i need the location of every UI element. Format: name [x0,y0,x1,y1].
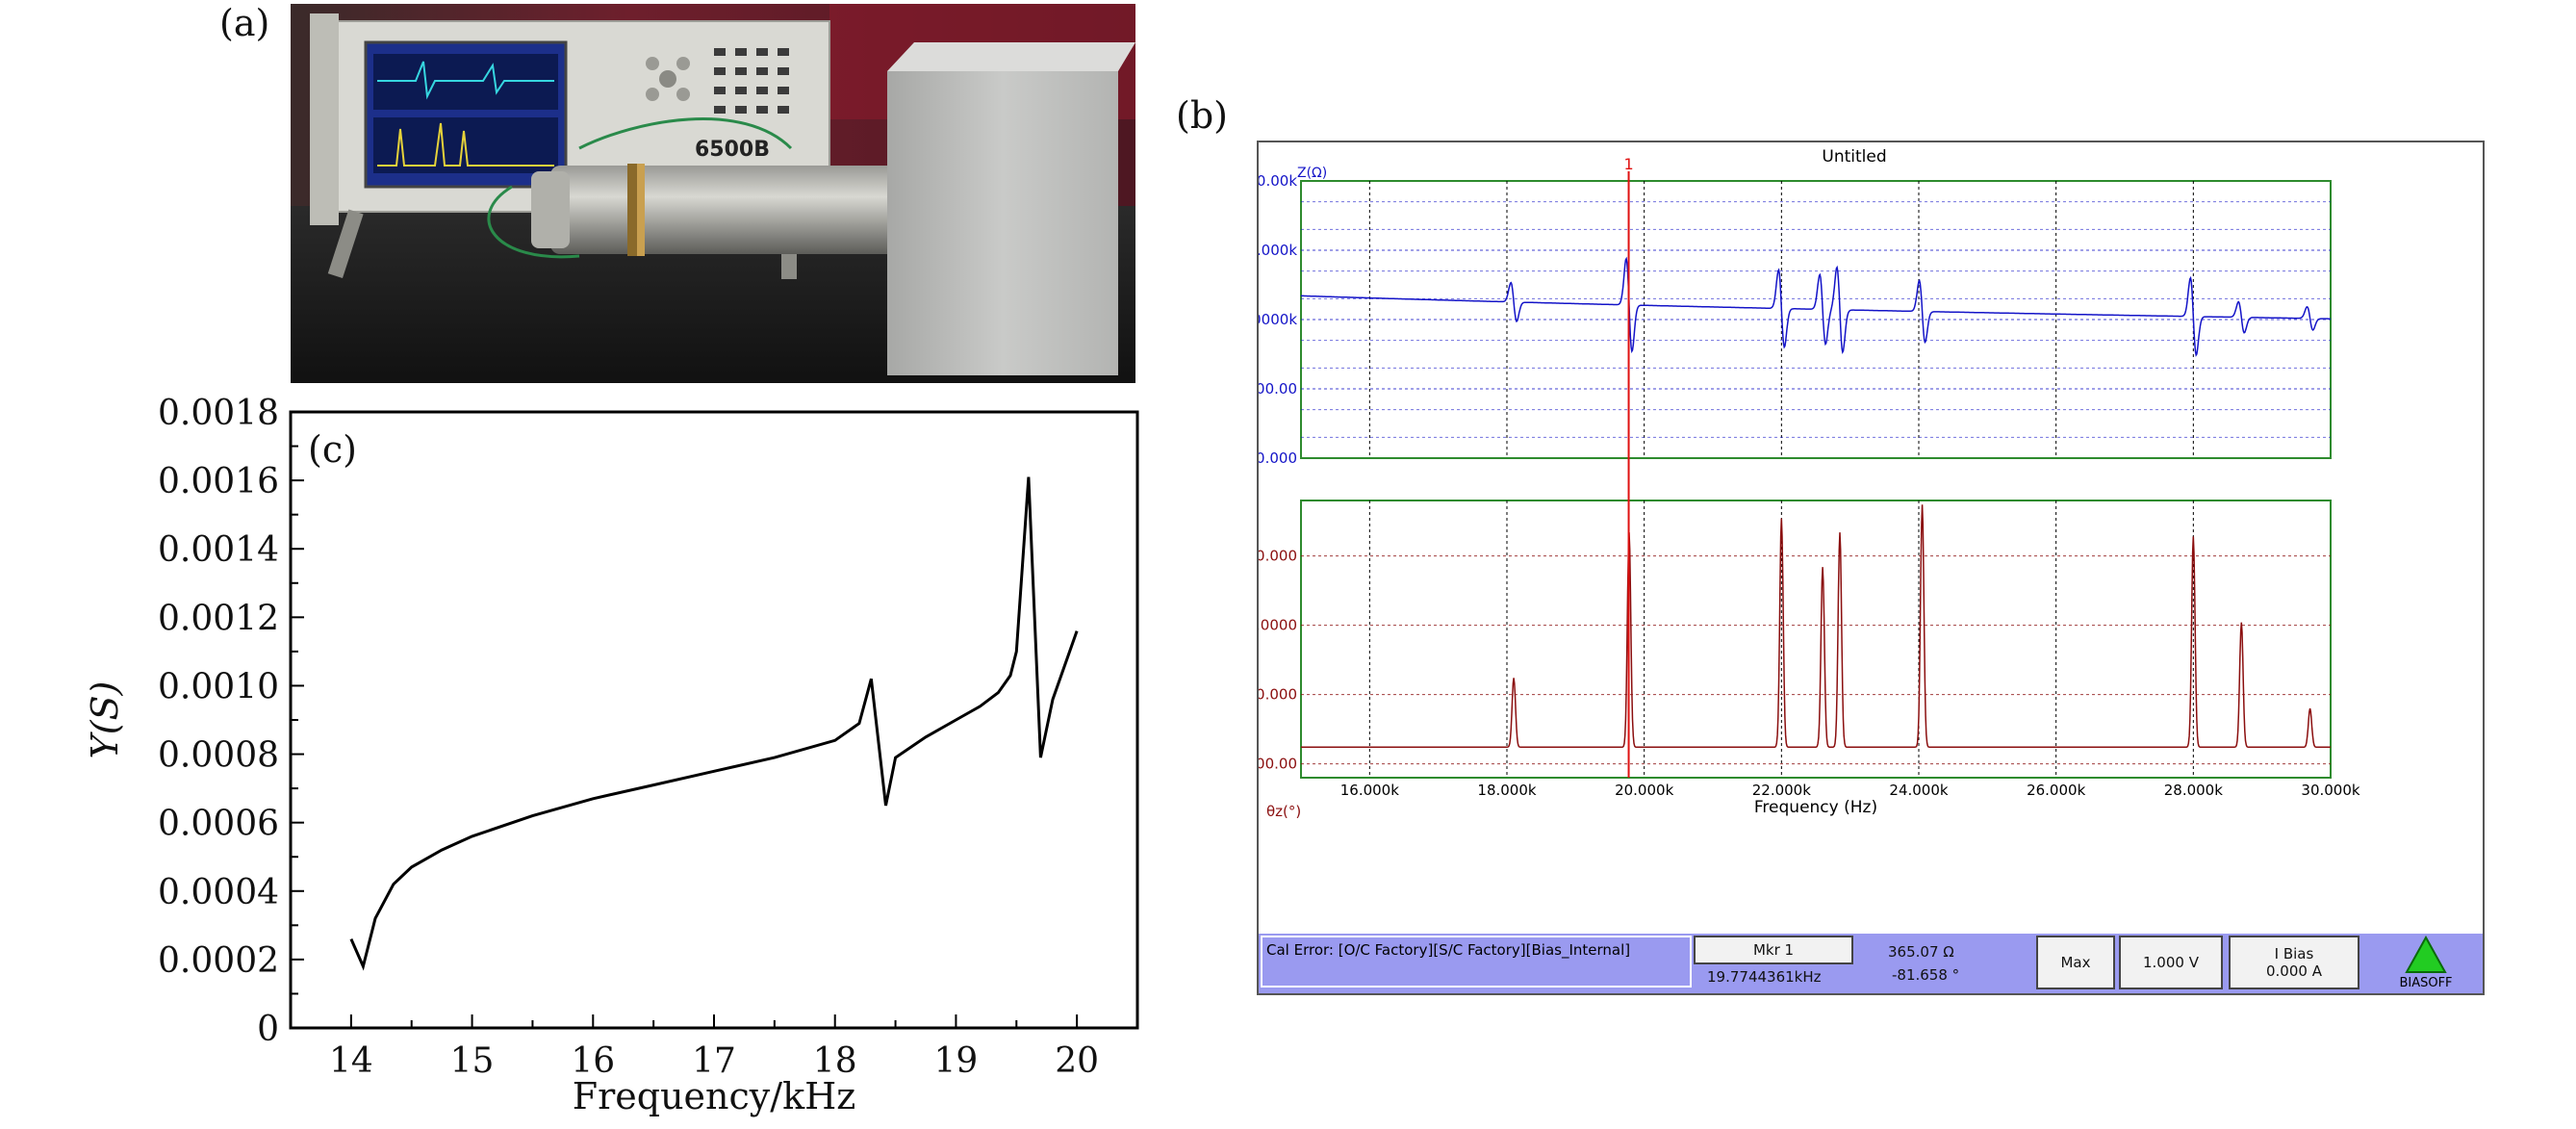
analyzer-status-bar: Cal Error: [O/C Factory][S/C Factory][Bi… [1259,934,2483,993]
bottom-plot-ylabel: θz(°) [1266,803,1301,820]
analyzer-x-tick-label: 28.000k [2164,782,2223,799]
analyzer-x-tick-label: 24.000k [1889,782,1948,799]
phase-trace [1301,504,2331,749]
bias-triangle-icon [2405,936,2447,973]
marker-phase: -81.658 ° [1892,966,1960,984]
y-axis-ticks: 0 0.0002 0.0004 0.0006 0.0008 0.0010 0.0012 0.0… [158,394,304,1049]
impedance-y-tick-label: 100.00 [1259,380,1297,398]
analyzer-xlabel: Frequency (Hz) [1754,798,1877,817]
y-tick-label: 0.0008 [158,736,279,776]
analyzer-x-ticks: 16.000k 18.000k 20.000k 22.000k 24.000k 26.00… [1340,782,2360,799]
x-tick-label: 14 [329,1041,373,1081]
phase-y-tick-label: -50.000 [1259,686,1297,704]
experiment-photo: 6500B [291,4,1135,383]
max-button[interactable]: Max [2036,936,2115,989]
x-tick-label: 20 [1055,1041,1099,1081]
panel-label-a: (a) [219,2,270,44]
analyzer-plot-area: Untitled 1 Z(Ω) θz(°) Frequency (Hz) 100… [1259,147,2360,820]
bias-state-label: BIASOFF [2399,976,2453,990]
impedance-plot: 100.00k 10.000k 1.0000k 100.00 10.000 [1259,172,2332,467]
y-tick-label: 0.0010 [158,667,279,706]
x-tick-label: 17 [692,1041,736,1081]
phase-plot-frame [1300,500,2332,779]
chart-frame [289,410,1139,1030]
y-tick-label: 0.0016 [158,462,279,501]
y-tick-label: 0.0014 [158,530,279,570]
y-tick-label: 0.0004 [158,873,279,912]
phase-y-tick-label: 50.000 [1259,548,1297,565]
admittance-chart: (c) 0 0.0002 0.0004 0.0006 0.0008 0.0010 0.001… [84,394,1139,1117]
admittance-series-line [349,476,1079,971]
x-tick-label: 15 [450,1041,495,1081]
top-plot-ylabel: Z(Ω) [1297,166,1327,181]
impedance-y-tick-label: 10.000k [1259,242,1297,259]
impedance-y-tick-label: 100.00k [1259,172,1297,190]
impedance-y-tick-label: 1.0000k [1259,311,1297,328]
y-tick-label: 0.0018 [158,394,279,433]
x-tick-label: 18 [813,1041,857,1081]
ibias-button[interactable]: I Bias 0.000 A [2229,936,2359,989]
aluminium-block [887,71,1118,375]
analyzer-x-tick-label: 16.000k [1340,782,1399,799]
y-tick-label: 0 [257,1010,279,1049]
ibias-label: I Bias [2274,945,2314,962]
voltage-button-label: 1.000 V [2143,954,2199,971]
ibias-value: 0.000 A [2266,962,2322,980]
analyzer-title: Untitled [1822,147,1886,167]
y-tick-label: 0.0002 [158,941,279,981]
x-tick-label: 16 [571,1041,615,1081]
phase-y-tick-label: 0.0000 [1259,617,1297,634]
analyzer-x-tick-label: 22.000k [1752,782,1811,799]
marker-button[interactable]: Mkr 1 [1694,936,1853,964]
cal-error-message: Cal Error: [O/C Factory][S/C Factory][Bi… [1261,936,1692,988]
voltage-button[interactable]: 1.000 V [2119,936,2223,989]
impedance-y-tick-label: 10.000 [1259,449,1297,467]
y-tick-label: 0.0012 [158,599,279,638]
chart-xlabel: Frequency/kHz [573,1075,856,1117]
analyzer-x-tick-label: 30.000k [2301,782,2359,799]
max-button-label: Max [2060,954,2091,971]
marker-impedance: 365.07 Ω [1888,943,1954,961]
analyzer-x-tick-label: 26.000k [2027,782,2085,799]
transducer-cylinder [550,166,897,254]
bias-toggle-button[interactable]: BIASOFF [2392,936,2460,991]
phase-plot: 50.000 0.0000 -50.000 -100.00 [1259,500,2332,779]
analyzer-x-tick-label: 20.000k [1615,782,1673,799]
phase-y-tick-label: -100.00 [1259,756,1297,773]
chart-ylabel: Y(S) [84,681,126,759]
device-model-text: 6500B [695,138,770,162]
marker-index-label: 1 [1623,155,1633,173]
x-tick-label: 19 [934,1041,979,1081]
panel-label-c: (c) [308,428,357,471]
x-axis-ticks: 14 15 16 17 18 19 20 [291,1014,1138,1081]
impedance-trace [1300,256,2331,357]
impedance-analyzer-window: Untitled 1 Z(Ω) θz(°) Frequency (Hz) 100… [1257,141,2485,995]
marker-button-label: Mkr 1 [1752,941,1795,959]
marker-frequency: 19.7744361kHz [1707,968,1822,986]
analyzer-x-tick-label: 18.000k [1477,782,1536,799]
y-tick-label: 0.0006 [158,805,279,844]
panel-label-b: (b) [1176,94,1228,137]
